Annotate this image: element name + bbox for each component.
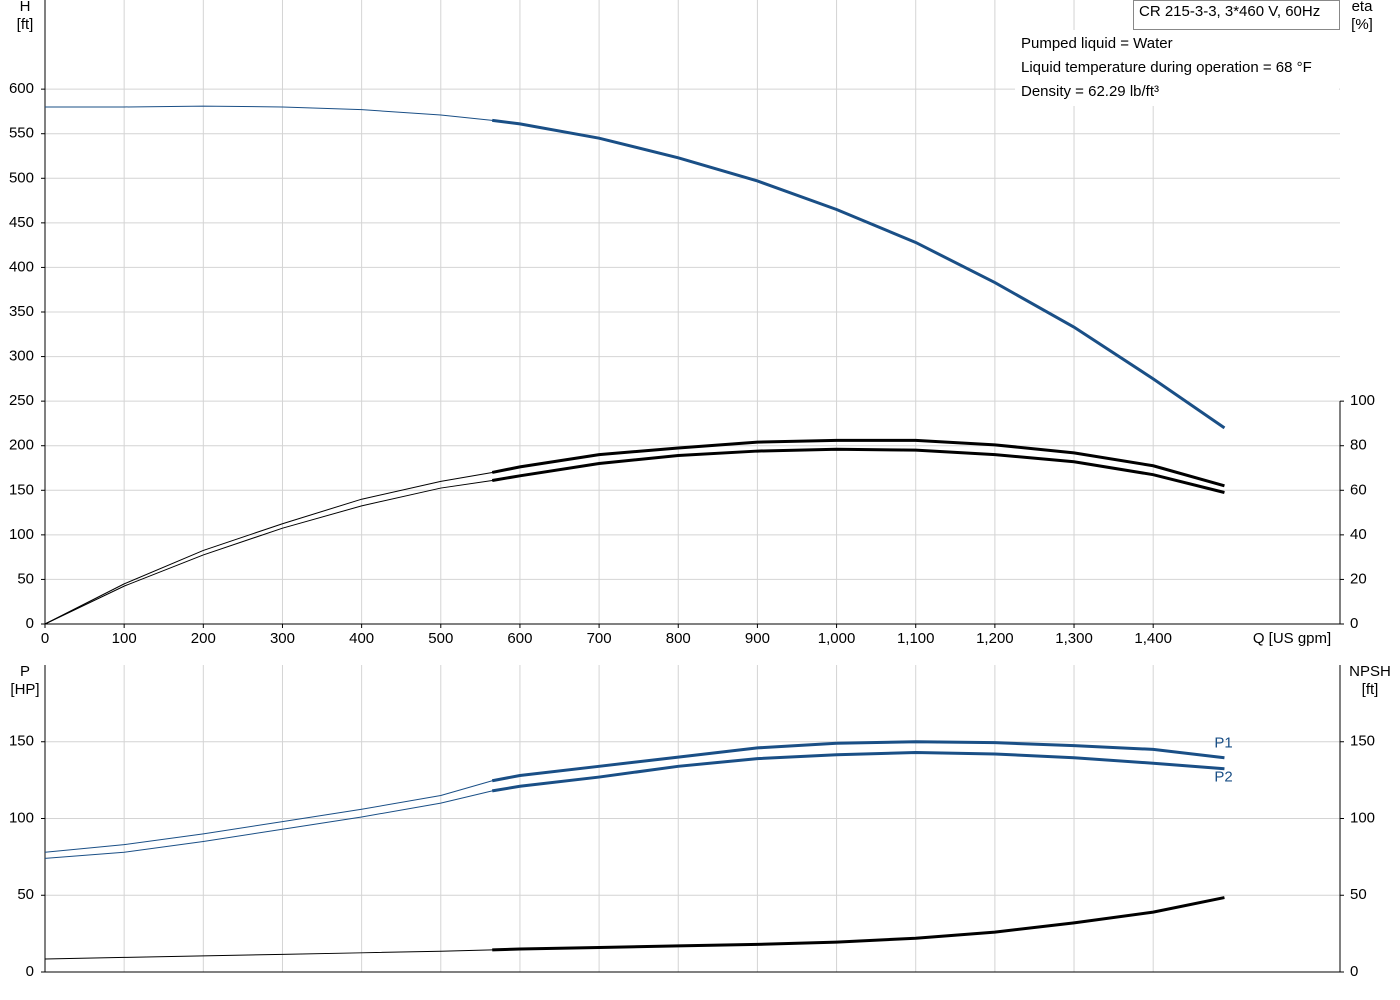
y2-tick-label: 100	[1350, 809, 1375, 826]
y2-tick-label: 100	[1350, 392, 1375, 409]
curve-duty	[491, 750, 1225, 793]
y-tick-label: 150	[9, 733, 34, 750]
y2-tick-label: 80	[1350, 437, 1367, 454]
y-tick-label: 400	[9, 258, 34, 275]
curve-thin	[44, 741, 1225, 853]
y-axis-label: H	[20, 0, 31, 15]
curve-label: P1	[1214, 735, 1232, 752]
x-tick-label: 300	[270, 630, 295, 647]
curve-duty	[491, 438, 1225, 488]
x-tick-label: 1,100	[897, 630, 935, 647]
y-axis-unit: [ft]	[17, 16, 34, 33]
curve-duty	[492, 896, 1225, 952]
y-tick-label: 450	[9, 214, 34, 231]
y2-tick-label: 150	[1350, 733, 1375, 750]
note: Pumped liquid = Water	[1021, 35, 1173, 52]
x-tick-label: 500	[428, 630, 453, 647]
curve-duty	[492, 118, 1226, 430]
y2-tick-label: 50	[1350, 886, 1367, 903]
x-tick-label: 0	[41, 630, 49, 647]
y-tick-label: 200	[9, 437, 34, 454]
y-tick-label: 100	[9, 526, 34, 543]
curve-label: P2	[1214, 769, 1232, 786]
y2-tick-label: 60	[1350, 481, 1367, 498]
note: Density = 62.29 lb/ft³	[1021, 83, 1159, 100]
y-tick-label: 500	[9, 169, 34, 186]
curve-duty	[491, 740, 1225, 783]
y-tick-label: 50	[17, 570, 34, 587]
x-tick-label: 400	[349, 630, 374, 647]
x-tick-label: 600	[507, 630, 532, 647]
x-tick-label: 1,400	[1134, 630, 1172, 647]
x-tick-label: 800	[666, 630, 691, 647]
note: Liquid temperature during operation = 68…	[1021, 59, 1312, 76]
curve-duty	[491, 447, 1225, 494]
x-tick-label: 1,300	[1055, 630, 1093, 647]
x-tick-label: 900	[745, 630, 770, 647]
y-tick-label: 100	[9, 809, 34, 826]
notes-background	[1015, 30, 1339, 106]
y2-tick-label: 40	[1350, 526, 1367, 543]
y2-tick-label: 20	[1350, 570, 1367, 587]
y2-axis-label: NPSH	[1349, 663, 1391, 680]
y2-axis-label: eta	[1352, 0, 1374, 15]
y-tick-label: 50	[17, 886, 34, 903]
y2-tick-label: 0	[1350, 615, 1358, 632]
y2-axis-unit: [%]	[1351, 16, 1373, 33]
y2-axis-unit: [ft]	[1362, 681, 1379, 698]
y-tick-label: 150	[9, 481, 34, 498]
x-axis-label: Q [US gpm]	[1253, 630, 1331, 647]
x-tick-label: 200	[191, 630, 216, 647]
y-axis-label: P	[20, 663, 30, 680]
y-tick-label: 600	[9, 80, 34, 97]
curve-thin	[44, 897, 1225, 960]
model-box	[1133, 0, 1340, 30]
y-tick-label: 0	[26, 615, 34, 632]
x-tick-label: 1,000	[818, 630, 856, 647]
y-tick-label: 350	[9, 303, 34, 320]
curve-thin	[44, 448, 1225, 625]
curve-thin	[44, 439, 1225, 625]
x-tick-label: 100	[112, 630, 137, 647]
x-tick-label: 1,200	[976, 630, 1014, 647]
x-tick-label: 700	[587, 630, 612, 647]
model-label: CR 215-3-3, 3*460 V, 60Hz	[1139, 3, 1320, 20]
y-tick-label: 300	[9, 348, 34, 365]
y-tick-label: 0	[26, 963, 34, 980]
curve-thin	[44, 751, 1225, 859]
y-tick-label: 250	[9, 392, 34, 409]
y-tick-label: 550	[9, 125, 34, 142]
y2-tick-label: 0	[1350, 963, 1358, 980]
y-axis-unit: [HP]	[10, 681, 39, 698]
